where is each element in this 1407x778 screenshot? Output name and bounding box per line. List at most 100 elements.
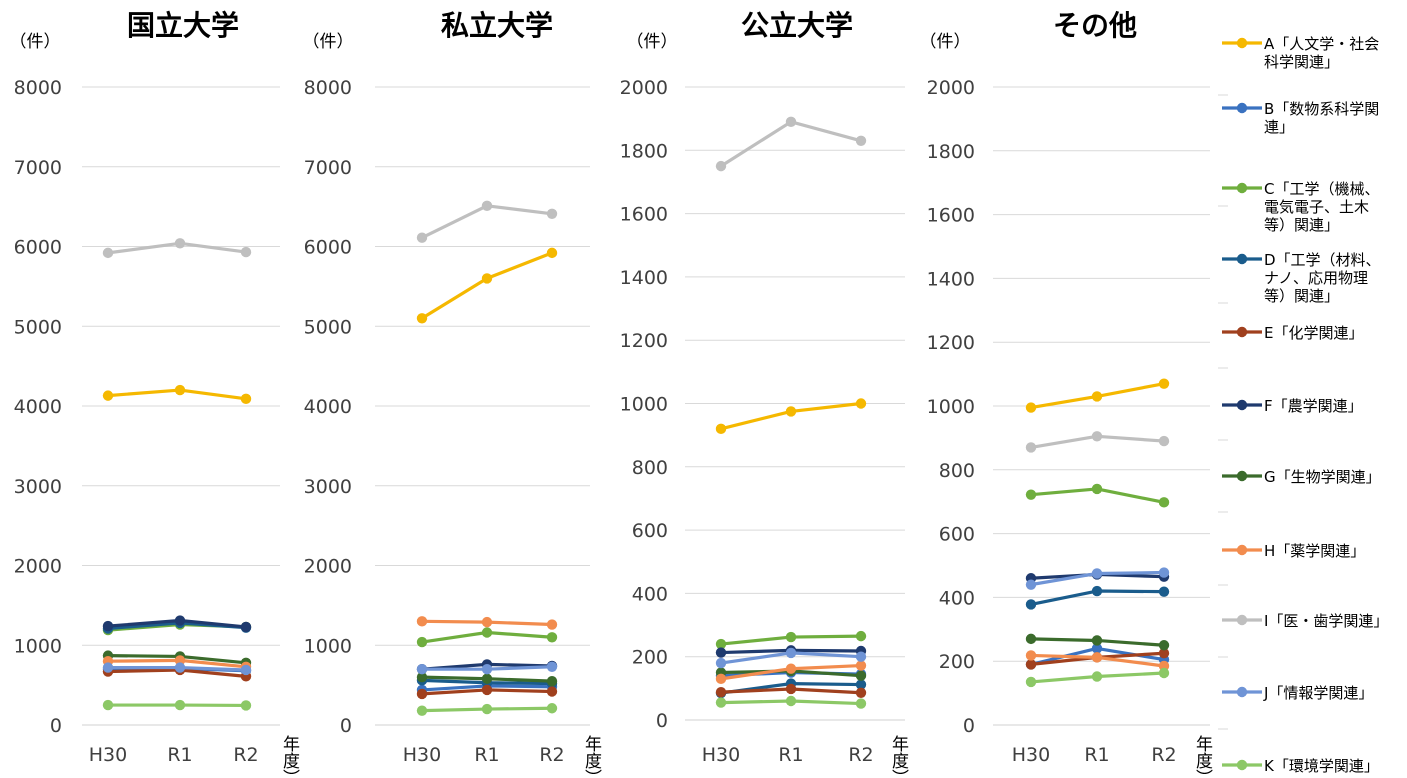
data-point-I xyxy=(715,160,727,172)
y-tick-label: 1200 xyxy=(927,332,975,354)
legend-label: 科学関連」 xyxy=(1264,53,1339,71)
data-point-J xyxy=(416,663,428,675)
y-tick-label: 1600 xyxy=(927,205,975,227)
data-point-K xyxy=(1091,671,1103,682)
data-point-A xyxy=(785,406,797,417)
x-tick-label: R1 xyxy=(167,744,192,766)
data-point-C xyxy=(855,630,867,642)
data-point-I xyxy=(855,135,867,147)
y-tick-label: 4000 xyxy=(14,396,62,418)
y-tick-label: 8000 xyxy=(304,77,352,99)
data-point-K xyxy=(240,700,252,711)
y-tick-label: 6000 xyxy=(14,237,62,259)
y-tick-label: 400 xyxy=(939,587,975,609)
legend-label: ナノ、応用物理 xyxy=(1264,269,1368,287)
data-point-K xyxy=(481,703,493,715)
data-point-A xyxy=(240,393,252,405)
data-point-E xyxy=(785,683,797,695)
x-axis-unit-label: 年度） xyxy=(1192,735,1213,778)
legend-swatch-marker xyxy=(1236,614,1248,626)
x-tick-label: R1 xyxy=(474,744,499,766)
data-point-H xyxy=(416,616,428,627)
legend-item-G: G「生物学関連」 xyxy=(1222,468,1381,486)
x-axis-unit-label: 年度） xyxy=(279,735,300,778)
data-point-K xyxy=(855,698,867,709)
data-point-J xyxy=(855,651,867,662)
y-tick-label: 200 xyxy=(939,651,975,673)
y-tick-label: 2000 xyxy=(304,556,352,578)
data-point-J xyxy=(174,662,186,673)
legend-item-E: E「化学関連」 xyxy=(1222,324,1363,342)
data-point-E xyxy=(546,686,558,697)
data-point-I xyxy=(1091,431,1103,442)
data-point-F xyxy=(174,615,186,626)
data-point-K xyxy=(715,697,727,708)
data-point-E xyxy=(1025,659,1037,670)
legend-swatch-marker xyxy=(1236,102,1248,114)
data-point-A xyxy=(481,273,493,284)
x-tick-label: R2 xyxy=(1151,744,1176,766)
panel-title: 公立大学 xyxy=(741,9,853,42)
y-tick-label: 6000 xyxy=(304,237,352,259)
y-tick-label: 3000 xyxy=(14,476,62,498)
data-point-K xyxy=(102,699,114,711)
y-tick-label: 1400 xyxy=(927,268,975,290)
legend-label: F「農学関連」 xyxy=(1264,397,1363,415)
panel-2: 私立大学 （件） 0 1000 2000 3000 4000 5000 6000 7000 8000… xyxy=(303,9,602,778)
legend-swatch-marker xyxy=(1236,399,1248,411)
data-point-I xyxy=(416,232,428,243)
data-point-J xyxy=(546,661,558,672)
data-point-C xyxy=(1025,489,1037,500)
data-point-B xyxy=(1091,643,1103,654)
x-tick-label: H30 xyxy=(89,744,127,766)
legend-swatch-marker xyxy=(1236,544,1248,556)
legend-label: 等）関連」 xyxy=(1264,216,1339,234)
y-tick-label: 1000 xyxy=(14,635,62,657)
data-point-I xyxy=(240,246,252,258)
y-tick-label: 8000 xyxy=(14,77,62,99)
legend-label: C「工学（機械、 xyxy=(1264,180,1379,198)
data-point-E xyxy=(416,688,428,700)
data-point-I xyxy=(546,208,558,220)
panel-1: 国立大学 （件） 0 1000 2000 3000 4000 5000 6000 7000 8000… xyxy=(10,9,300,778)
data-point-A xyxy=(1091,391,1103,402)
legend-label: E「化学関連」 xyxy=(1264,324,1363,342)
x-axis-unit-label: 年度） xyxy=(888,735,909,778)
legend-swatch-marker xyxy=(1236,326,1248,338)
legend-label: G「生物学関連」 xyxy=(1264,468,1381,486)
data-point-A xyxy=(855,398,867,409)
y-tick-label: 1800 xyxy=(927,141,975,163)
y-axis-unit-label: （件） xyxy=(10,32,61,52)
data-point-C xyxy=(1091,483,1103,495)
x-tick-label: R1 xyxy=(1084,744,1109,766)
y-tick-label: 800 xyxy=(939,460,975,482)
y-tick-label: 0 xyxy=(963,715,975,737)
legend-item-J: J「情報学関連」 xyxy=(1222,684,1373,702)
y-tick-label: 3000 xyxy=(304,476,352,498)
data-point-A xyxy=(1025,402,1037,413)
data-point-A xyxy=(102,390,114,401)
data-point-I xyxy=(1025,442,1037,453)
legend-label: J「情報学関連」 xyxy=(1263,684,1373,702)
data-point-D xyxy=(1025,599,1037,610)
data-point-F xyxy=(102,620,114,632)
data-point-A xyxy=(174,384,186,396)
y-tick-label: 5000 xyxy=(14,316,62,338)
data-point-H xyxy=(715,673,727,685)
legend-label: H「薬学関連」 xyxy=(1264,542,1365,560)
data-point-J xyxy=(1158,567,1170,578)
data-point-J xyxy=(481,663,493,675)
data-point-A xyxy=(546,247,558,259)
data-point-C xyxy=(546,632,558,643)
y-tick-label: 5000 xyxy=(304,316,352,338)
y-tick-label: 0 xyxy=(50,715,62,737)
legend-swatch-marker xyxy=(1236,470,1248,482)
data-point-K xyxy=(174,699,186,711)
data-point-G xyxy=(481,673,493,684)
legend-item-K: K「環境学関連」 xyxy=(1222,757,1379,775)
data-point-K xyxy=(1025,676,1037,688)
x-axis-unit-label: 年度） xyxy=(581,735,602,778)
